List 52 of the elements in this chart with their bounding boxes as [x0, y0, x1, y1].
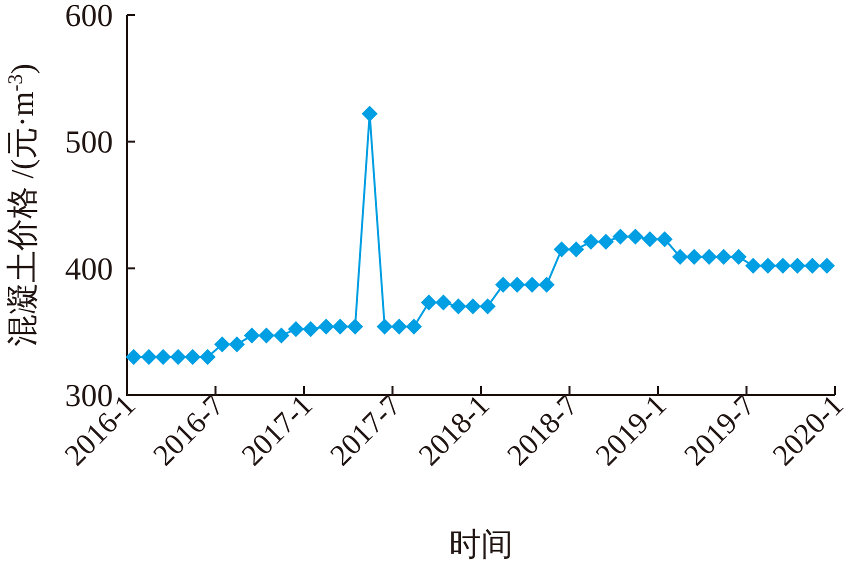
- point: [362, 106, 378, 122]
- point: [509, 276, 526, 293]
- point: [140, 349, 157, 365]
- point: [495, 276, 512, 293]
- point: [701, 248, 718, 265]
- point: [774, 258, 791, 274]
- point: [804, 258, 820, 274]
- point: [273, 327, 290, 344]
- point: [258, 327, 274, 344]
- point: [228, 336, 245, 352]
- point: [745, 258, 762, 274]
- point: [288, 321, 304, 338]
- point: [200, 349, 216, 365]
- point: [302, 321, 319, 338]
- point: [244, 327, 260, 344]
- point: [170, 349, 186, 365]
- point: [524, 276, 540, 293]
- point: [480, 298, 496, 314]
- point: [126, 349, 142, 365]
- point: [435, 294, 452, 311]
- point: [332, 318, 348, 335]
- point: [347, 318, 364, 335]
- point: [568, 241, 584, 258]
- point: [642, 231, 658, 248]
- point: [406, 318, 422, 335]
- point: [420, 294, 437, 311]
- point: [612, 228, 628, 245]
- y-tick-label: 400: [65, 250, 113, 286]
- point: [818, 258, 835, 274]
- point: [627, 228, 644, 245]
- point: [391, 318, 408, 335]
- point: [598, 234, 614, 250]
- point: [214, 336, 230, 352]
- point: [184, 349, 201, 365]
- point: [672, 248, 688, 265]
- point: [760, 258, 776, 274]
- point: [155, 349, 172, 365]
- point: [656, 231, 673, 248]
- point: [730, 248, 747, 265]
- y-tick-label: 500: [65, 124, 113, 160]
- point: [538, 276, 555, 293]
- point: [376, 318, 393, 335]
- x-axis-title: 时间: [449, 526, 513, 562]
- y-tick-label: 600: [65, 0, 113, 33]
- point: [464, 298, 481, 314]
- point: [318, 318, 334, 335]
- point: [554, 241, 570, 258]
- point: [686, 248, 702, 265]
- point: [450, 298, 466, 314]
- point: [716, 248, 732, 265]
- point: [789, 258, 806, 274]
- point: [582, 234, 599, 250]
